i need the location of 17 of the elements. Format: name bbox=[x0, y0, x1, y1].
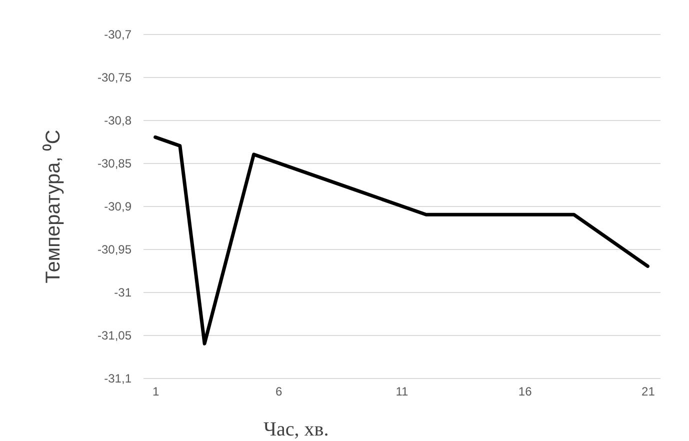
line-series bbox=[154, 135, 650, 346]
y-tick-label: -31,1 bbox=[104, 372, 132, 386]
x-tick-label: 21 bbox=[642, 384, 656, 398]
x-tick-label: 11 bbox=[396, 384, 409, 398]
y-tick-label: -30,85 bbox=[97, 156, 132, 170]
x-tick-label: 16 bbox=[518, 384, 532, 398]
x-tick-label: 6 bbox=[276, 384, 283, 398]
y-tick-label: -31,05 bbox=[97, 328, 132, 342]
y-tick-label: -31 bbox=[114, 286, 132, 300]
y-axis-title: Температура, ⁰C bbox=[41, 130, 64, 284]
y-tick-label: -30,95 bbox=[97, 242, 132, 256]
x-tick-label: 1 bbox=[152, 384, 160, 398]
y-tick-label: -30,8 bbox=[104, 114, 132, 128]
x-axis-title: Час, хв. bbox=[264, 418, 329, 440]
y-tick-label: -30,9 bbox=[104, 200, 132, 214]
y-tick-label: -30,75 bbox=[97, 70, 132, 84]
y-tick-label: -30,7 bbox=[104, 28, 132, 42]
